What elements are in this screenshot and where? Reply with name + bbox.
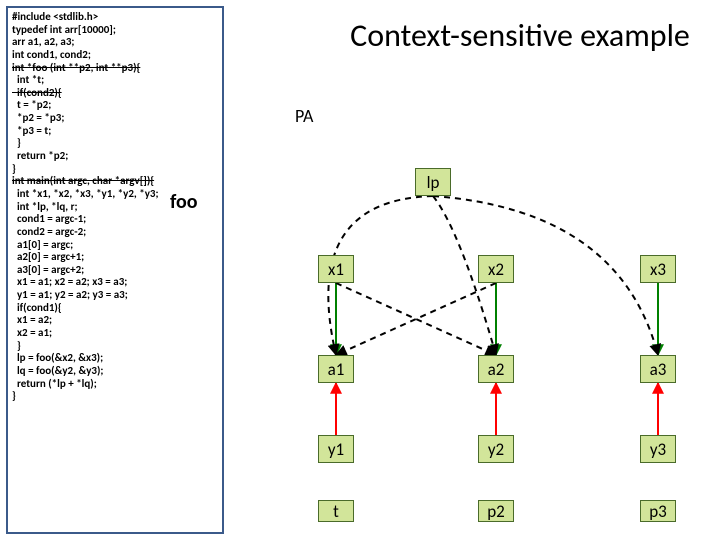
code-line: return *p2; bbox=[12, 150, 218, 163]
code-line: int *t; bbox=[12, 74, 218, 87]
code-line: cond2 = argc-2; bbox=[12, 226, 218, 239]
node-p2: p2 bbox=[478, 500, 514, 522]
node-a2: a2 bbox=[478, 355, 514, 383]
code-line: lq = foo(&y2, &y3); bbox=[12, 365, 218, 378]
node-a1: a1 bbox=[318, 355, 354, 383]
code-line: *p2 = *p3; bbox=[12, 112, 218, 125]
node-y3: y3 bbox=[640, 435, 676, 463]
code-line: y1 = a1; y2 = a2; y3 = a3; bbox=[12, 289, 218, 302]
node-p3: p3 bbox=[640, 500, 676, 522]
code-line: return (*lp + *lq); bbox=[12, 378, 218, 391]
code-listing: #include <stdlib.h>typedef int arr[10000… bbox=[6, 6, 224, 534]
node-t: t bbox=[318, 500, 354, 522]
code-line: cond1 = argc-1; bbox=[12, 213, 218, 226]
code-line: a2[0] = argc+1; bbox=[12, 251, 218, 264]
foo-label: foo bbox=[170, 190, 198, 214]
code-line: } bbox=[12, 390, 218, 403]
pa-label: PA bbox=[295, 105, 313, 127]
node-y1: y1 bbox=[318, 435, 354, 463]
node-y2: y2 bbox=[478, 435, 514, 463]
code-line: *p3 = t; bbox=[12, 125, 218, 138]
code-line: #include <stdlib.h> bbox=[12, 11, 218, 24]
node-x2: x2 bbox=[478, 255, 514, 283]
node-a3: a3 bbox=[640, 355, 676, 383]
node-x1: x1 bbox=[318, 255, 354, 283]
code-line: x2 = a1; bbox=[12, 327, 218, 340]
code-line: int cond1, cond2; bbox=[12, 49, 218, 62]
node-lp: lp bbox=[415, 168, 451, 196]
slide-title: Context-sensitive example bbox=[350, 18, 690, 53]
node-x3: x3 bbox=[640, 255, 676, 283]
